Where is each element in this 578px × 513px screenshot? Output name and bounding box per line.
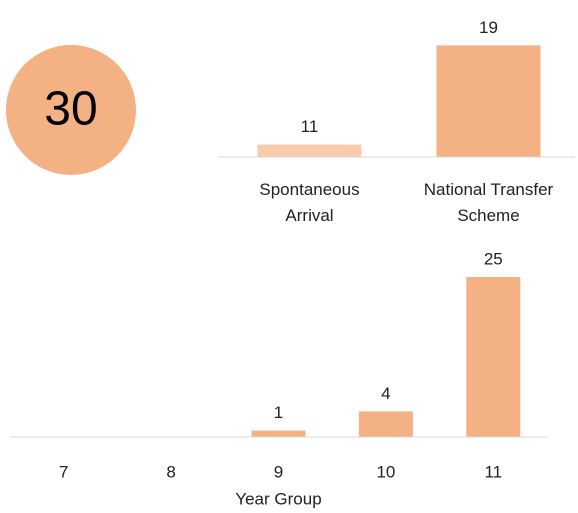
bar (257, 144, 362, 157)
kpi-value: 30 (44, 83, 97, 136)
data-label: 11 (301, 117, 319, 136)
x-tick-label: 9 (274, 462, 283, 481)
kpi-circle (6, 45, 136, 175)
x-axis-label: Year Group (235, 489, 321, 508)
data-label: 25 (484, 249, 503, 268)
x-tick-label: 7 (59, 462, 68, 481)
data-label: 1 (274, 403, 283, 422)
x-tick-label: Spontaneous Arrival (259, 180, 360, 225)
x-tick-label: National Transfer Scheme (423, 180, 554, 225)
data-label: 19 (479, 18, 498, 37)
bar (466, 277, 521, 437)
bar (436, 45, 541, 157)
bar (251, 430, 306, 437)
x-tick-label: 8 (166, 462, 175, 481)
x-tick-label: 10 (376, 462, 395, 481)
data-label: 4 (381, 384, 390, 403)
x-tick-label: 11 (484, 462, 502, 481)
bar (358, 411, 413, 437)
